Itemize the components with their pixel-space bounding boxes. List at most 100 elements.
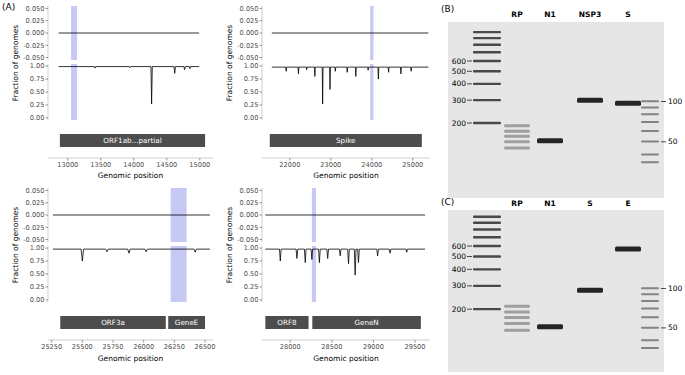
ladder-band — [473, 60, 501, 62]
y-axis-label: Fraction of genomes — [11, 207, 20, 284]
y-tick-label: 0.025 — [240, 199, 259, 207]
gel-background — [448, 22, 664, 198]
sample-band — [504, 124, 530, 127]
y-tick-label: 0.000 — [26, 211, 45, 219]
sample-band — [537, 324, 563, 329]
y-tick-label: 0.75 — [244, 257, 259, 265]
ladder-tick — [661, 327, 666, 328]
y-tick-label: 0.00 — [244, 114, 259, 122]
ladder-tick — [467, 246, 472, 247]
ladder-band — [473, 245, 501, 247]
y-tick-label: 0.050 — [240, 187, 259, 195]
ladder-band — [473, 228, 501, 230]
ladder-band — [641, 339, 659, 341]
series-line — [265, 249, 425, 275]
y-tick-label: 0.050 — [26, 5, 45, 13]
subplot: 0.000.250.500.751.00-0.050-0.0250.0000.0… — [225, 187, 430, 363]
ladder-band — [473, 37, 501, 39]
sample-band — [504, 130, 530, 133]
y-tick-label: 0.00 — [30, 114, 45, 122]
ladder-band — [641, 100, 659, 102]
ladder-label: 500 — [452, 252, 467, 261]
y-tick-label: 0.50 — [244, 88, 259, 96]
ladder-band — [473, 31, 501, 33]
plot-area — [272, 6, 429, 60]
ladder-band — [473, 216, 501, 218]
ladder-band — [641, 293, 659, 295]
y-tick — [46, 227, 49, 228]
ladder-tick — [467, 71, 472, 72]
y-tick-label: -0.025 — [237, 42, 258, 50]
ladder-tick — [467, 285, 472, 286]
y-tick — [260, 227, 263, 228]
y-tick-label: 0.050 — [240, 5, 259, 13]
x-tick-label: 28500 — [321, 343, 342, 351]
series-line — [53, 249, 210, 261]
y-tick — [260, 286, 263, 287]
y-tick-label: 0.00 — [244, 296, 259, 304]
x-tick-label: 25000 — [402, 161, 423, 169]
ladder-tick — [467, 83, 472, 84]
sample-band — [615, 101, 641, 106]
y-tick-label: 0.50 — [30, 270, 45, 278]
gene-label: GeneE — [175, 318, 199, 327]
lane-label: S — [587, 199, 592, 208]
lane-label: RP — [511, 10, 523, 19]
y-tick-label: 0.25 — [30, 283, 45, 291]
ladder-band — [641, 106, 659, 108]
subplot: 0.000.250.500.751.00-0.050-0.0250.0000.0… — [11, 5, 213, 180]
sample-band — [504, 329, 530, 332]
y-tick-label: 0.75 — [244, 75, 259, 83]
ladder-band — [473, 255, 501, 257]
sample-band — [504, 322, 530, 325]
figure: (A)0.000.250.500.751.00-0.050-0.0250.000… — [0, 0, 685, 375]
plot-area — [59, 6, 200, 60]
panel-label: (C) — [441, 197, 454, 207]
y-tick — [46, 104, 49, 105]
x-axis-label: Genomic position — [313, 171, 379, 180]
subplot: 0.000.250.500.751.00-0.050-0.0250.0000.0… — [225, 5, 430, 180]
ladder-band — [641, 154, 659, 156]
y-tick-label: 0.000 — [240, 211, 259, 219]
y-tick-label: 0.25 — [244, 101, 259, 109]
y-tick — [260, 274, 263, 275]
y-tick-label: 0.00 — [30, 296, 45, 304]
highlight-region — [71, 64, 77, 120]
x-tick-label: 28000 — [280, 343, 301, 351]
ladder-band — [641, 113, 659, 115]
ladder-tick — [467, 256, 472, 257]
x-tick-label: 29500 — [405, 343, 426, 351]
y-tick — [46, 66, 49, 67]
ladder-band — [641, 347, 659, 349]
ladder-band — [641, 300, 659, 302]
ladder-band — [641, 287, 659, 289]
ladder-band — [473, 285, 501, 287]
x-axis-line — [262, 340, 430, 341]
x-tick-label: 23000 — [320, 161, 341, 169]
plot-area — [53, 188, 210, 242]
x-tick-label: 26250 — [164, 343, 185, 351]
x-tick-label: 29000 — [363, 343, 384, 351]
y-tick — [46, 274, 49, 275]
x-tick-label: 26000 — [133, 343, 154, 351]
y-tick — [46, 286, 49, 287]
gene-box — [312, 316, 421, 329]
gene-box — [270, 134, 422, 147]
y-tick — [46, 299, 49, 300]
plot-area — [272, 64, 429, 120]
x-axis-line — [48, 340, 213, 341]
series-line — [272, 67, 429, 104]
y-tick-label: -0.050 — [23, 236, 44, 244]
y-tick — [46, 20, 49, 21]
y-tick — [46, 117, 49, 118]
lane-label: S — [625, 10, 630, 19]
plot-area — [59, 64, 200, 120]
gene-box — [168, 316, 205, 329]
y-tick — [46, 190, 49, 191]
y-tick-label: -0.025 — [23, 224, 44, 232]
y-tick — [260, 92, 263, 93]
ladder-band — [641, 316, 659, 318]
y-tick-label: 0.50 — [30, 88, 45, 96]
x-axis-label: Genomic position — [98, 354, 164, 363]
series-line — [59, 67, 200, 104]
